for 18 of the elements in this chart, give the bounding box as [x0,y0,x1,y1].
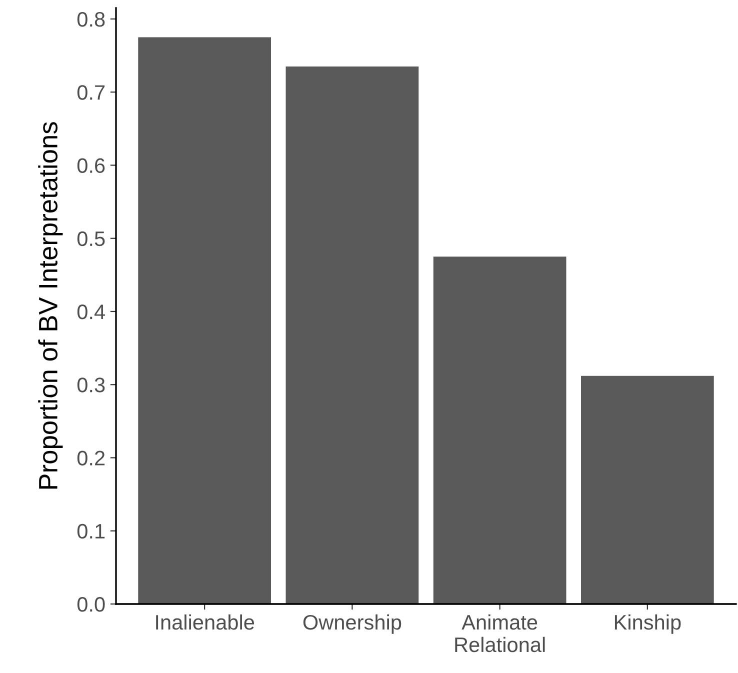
x-tick-label: Inalienable [156,614,254,630]
x-tick-label: Animate Relational [455,614,545,652]
y-tick-label: 0.7 [77,85,105,100]
y-axis-title: Proportion of BV Interpretations [38,122,63,489]
bar [581,376,714,604]
bar [433,256,566,604]
bar [138,37,271,604]
x-tick-label: Ownership [303,614,402,634]
y-tick-label: 0.4 [77,304,105,320]
y-tick-label: 0.0 [77,597,105,612]
y-tick-label: 0.5 [77,231,105,246]
x-tick-label: Kinship [614,614,681,634]
bar [286,66,419,604]
y-tick-label: 0.2 [77,450,105,466]
y-tick-label: 0.1 [77,524,105,539]
y-tick-label: 0.6 [77,158,105,173]
y-tick-label: 0.8 [77,12,105,27]
y-tick-label: 0.3 [77,378,105,392]
